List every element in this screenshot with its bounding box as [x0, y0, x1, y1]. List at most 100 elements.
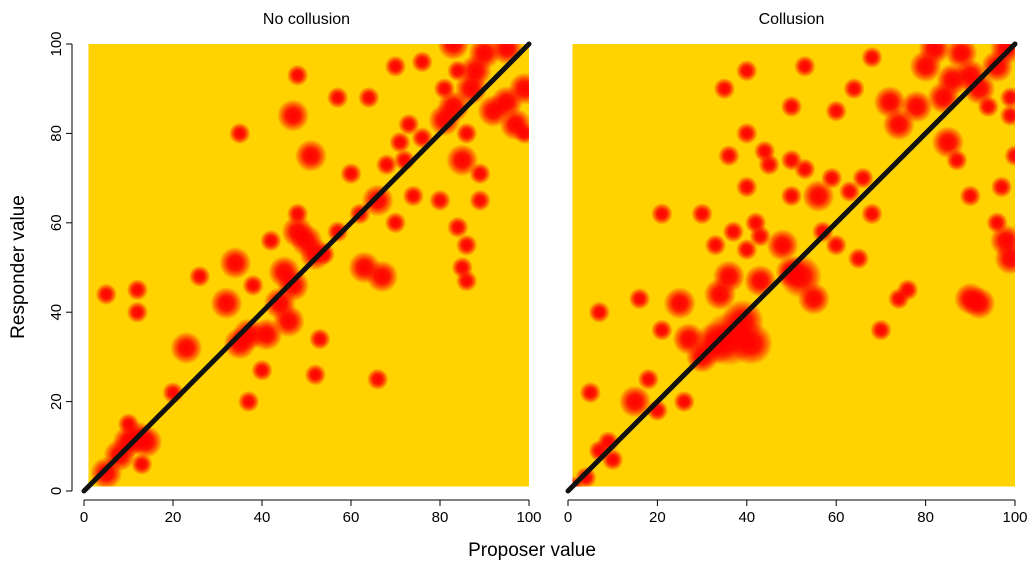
heat-hotspot — [722, 221, 745, 243]
heat-hotspot — [367, 368, 389, 390]
heat-hotspot — [999, 86, 1015, 109]
heat-hotspot — [277, 269, 310, 302]
heat-hotspot — [286, 64, 309, 87]
x-tick-label: 0 — [564, 509, 572, 526]
x-tick-label: 40 — [254, 509, 271, 526]
x-tick-label: 20 — [649, 509, 666, 526]
heat-hotspot — [780, 95, 803, 118]
heat-hotspot — [691, 203, 713, 225]
heat-hotspot — [812, 221, 834, 243]
heat-hotspot — [780, 185, 803, 207]
heat-hotspot — [712, 260, 746, 293]
x-tick-label: 80 — [432, 509, 449, 526]
y-tick-label: 0 — [48, 487, 65, 495]
heat-hotspot — [736, 176, 758, 198]
y-tick-label: 60 — [48, 214, 65, 231]
heat-hotspot — [994, 242, 1015, 275]
y-tick-label: 40 — [48, 304, 65, 321]
heat-hotspot — [999, 104, 1015, 127]
heat-hotspot — [825, 100, 847, 122]
heat-hotspot — [366, 260, 399, 293]
heat-hotspot — [237, 390, 260, 413]
heat-hotspot — [825, 234, 847, 256]
heat-hotspot — [753, 140, 776, 163]
heat-hotspot — [375, 153, 398, 176]
heat-hotspot — [398, 113, 420, 136]
heat-hotspot — [651, 319, 673, 341]
heat-hotspot — [870, 319, 892, 341]
heat-hotspot — [260, 229, 282, 252]
heat-hotspot — [861, 46, 883, 69]
heat-hotspot — [744, 264, 777, 298]
heat-hotspot — [946, 149, 968, 171]
heat-hotspot — [210, 287, 243, 320]
x-tick-label: 40 — [738, 509, 755, 526]
heat-hotspot — [637, 368, 660, 390]
heat-hotspot — [389, 131, 411, 154]
heat-hotspot — [326, 221, 349, 243]
heat-hotspot — [579, 381, 602, 404]
heat-hotspot — [456, 234, 478, 256]
x-axis-label: Proposer value — [468, 540, 596, 561]
x-tick-label: 60 — [343, 509, 360, 526]
heat-hotspot — [736, 238, 758, 261]
heat-hotspot — [963, 287, 996, 320]
heat-hotspot — [437, 44, 470, 61]
y-axis-label: Responder value — [8, 195, 29, 339]
heat-hotspot — [447, 216, 469, 238]
panel-collusion: Collusion 0 20 40 60 80 100 — [564, 11, 1028, 526]
heat-hotspot — [277, 99, 310, 132]
heat-hotspot — [736, 122, 758, 145]
x-tick-label: 20 — [165, 509, 182, 526]
heat-hotspot — [95, 283, 117, 306]
heat-hotspot — [384, 212, 407, 234]
diagonal-reference-line — [565, 41, 1018, 494]
heat-hotspot — [456, 270, 478, 292]
y-tick-label: 80 — [48, 125, 65, 142]
heat-hotspot — [749, 225, 771, 247]
x-tick-label: 0 — [80, 509, 88, 526]
heat-hotspot — [736, 60, 758, 82]
heat-hotspot — [469, 189, 491, 212]
heat-hotspot — [513, 122, 529, 145]
heat-hotspot — [402, 185, 424, 207]
heat-hotspot — [673, 390, 695, 413]
heat-hotspot — [861, 203, 883, 225]
heat-hotspot — [189, 265, 211, 288]
heat-hotspot — [313, 243, 335, 265]
heat-hotspot — [1004, 145, 1015, 167]
heat-hotspot — [384, 55, 407, 78]
heat-hotspot — [918, 44, 951, 65]
heat-hotspot — [223, 327, 256, 360]
heat-hotspot — [989, 44, 1015, 65]
heat-hotspot — [446, 144, 479, 177]
heat-hotspot — [251, 359, 273, 382]
heat-hotspot — [628, 288, 651, 310]
heat-hotspot — [429, 189, 451, 212]
x-tick-label: 80 — [917, 509, 934, 526]
heat-hotspot — [663, 287, 696, 320]
heat-hotspot — [900, 90, 933, 123]
heat-hotspot — [117, 413, 140, 435]
heat-hotspot — [986, 212, 1008, 234]
heat-hotspot — [126, 279, 149, 301]
heat-hotspot — [294, 139, 327, 172]
heat-hotspot — [170, 331, 203, 365]
heat-hotspot — [361, 184, 394, 217]
heat-hotspot — [326, 86, 349, 109]
y-tick-label: 100 — [48, 31, 65, 56]
heat-hotspot — [229, 122, 251, 145]
heat-hotspot — [304, 364, 327, 386]
heat-hotspot — [704, 234, 727, 256]
heat-hotspot — [713, 77, 736, 100]
heat-hotspot — [797, 282, 830, 315]
heat-hotspot — [843, 77, 865, 100]
heat-hotspot — [219, 246, 252, 280]
panel-no-collusion: No collusion 0 20 40 60 80 100 0 20 40 60 80 100 — [48, 11, 542, 526]
heat-hotspot — [340, 162, 362, 185]
heat-hotspot — [286, 203, 309, 225]
heat-hotspot — [126, 301, 149, 323]
x-tick-label: 60 — [828, 509, 845, 526]
